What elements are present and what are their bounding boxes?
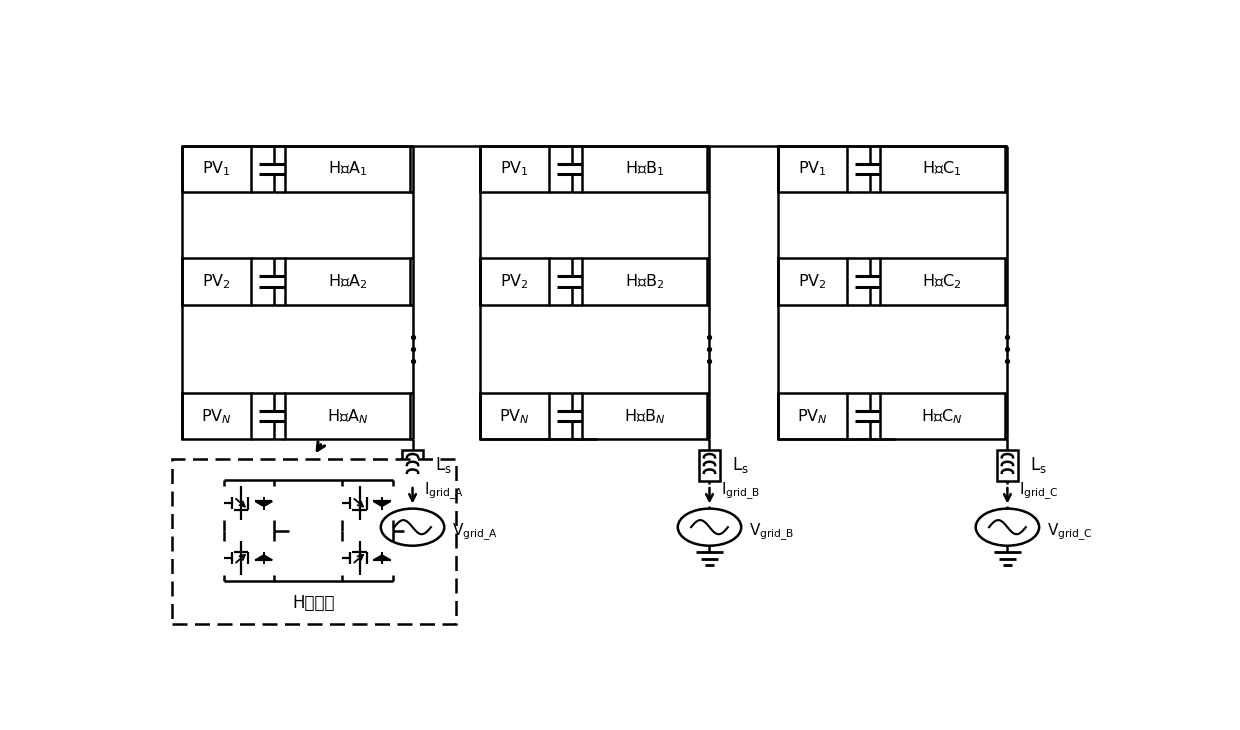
Text: H桥B$_2$: H桥B$_2$ — [625, 272, 663, 291]
Text: PV$_1$: PV$_1$ — [500, 160, 528, 178]
Text: PV$_2$: PV$_2$ — [799, 272, 827, 291]
Text: PV$_2$: PV$_2$ — [202, 272, 231, 291]
Text: PV$_2$: PV$_2$ — [500, 272, 528, 291]
Text: I$_{\rm grid\_A}$: I$_{\rm grid\_A}$ — [424, 481, 464, 502]
Text: PV$_N$: PV$_N$ — [498, 407, 529, 426]
Text: H桥B$_N$: H桥B$_N$ — [624, 407, 665, 426]
Bar — [777, 146, 847, 192]
Text: PV$_1$: PV$_1$ — [799, 160, 827, 178]
Text: H桥B$_1$: H桥B$_1$ — [625, 160, 663, 178]
Text: H桥C$_2$: H桥C$_2$ — [923, 272, 962, 291]
Text: H桥单元: H桥单元 — [293, 594, 335, 612]
Text: V$_{\rm grid\_B}$: V$_{\rm grid\_B}$ — [749, 522, 795, 543]
Text: H桥A$_N$: H桥A$_N$ — [326, 407, 368, 426]
Text: L$_\mathrm{s}$: L$_\mathrm{s}$ — [435, 455, 451, 475]
Bar — [182, 258, 250, 304]
Bar — [480, 258, 549, 304]
Polygon shape — [373, 502, 391, 507]
Text: PV$_N$: PV$_N$ — [201, 407, 232, 426]
Text: I$_{\rm grid\_C}$: I$_{\rm grid\_C}$ — [1019, 481, 1059, 502]
Bar — [879, 146, 1004, 192]
Bar — [402, 450, 423, 480]
Text: I$_{\rm grid\_B}$: I$_{\rm grid\_B}$ — [720, 481, 760, 502]
Bar — [582, 393, 707, 439]
Bar — [582, 258, 707, 304]
Bar — [777, 258, 847, 304]
Bar — [699, 450, 720, 480]
Bar — [285, 393, 409, 439]
Text: V$_{\rm grid\_A}$: V$_{\rm grid\_A}$ — [451, 522, 498, 543]
Text: H桥A$_1$: H桥A$_1$ — [327, 160, 367, 178]
Bar — [480, 393, 549, 439]
Bar — [285, 258, 409, 304]
Bar — [777, 393, 847, 439]
Bar — [172, 458, 456, 624]
Text: PV$_N$: PV$_N$ — [797, 407, 828, 426]
Text: L$_\mathrm{s}$: L$_\mathrm{s}$ — [732, 455, 749, 475]
Text: H桥A$_2$: H桥A$_2$ — [327, 272, 367, 291]
Bar — [997, 450, 1018, 480]
Bar — [480, 146, 549, 192]
Text: H桥C$_N$: H桥C$_N$ — [921, 407, 962, 426]
Text: L$_\mathrm{s}$: L$_\mathrm{s}$ — [1029, 455, 1047, 475]
Bar — [285, 146, 409, 192]
Polygon shape — [373, 555, 391, 560]
Polygon shape — [255, 555, 273, 560]
Bar — [582, 146, 707, 192]
Bar — [182, 146, 250, 192]
Bar — [879, 258, 1004, 304]
Bar — [879, 393, 1004, 439]
Text: PV$_1$: PV$_1$ — [202, 160, 231, 178]
Bar — [182, 393, 250, 439]
Polygon shape — [255, 502, 273, 507]
Text: H桥C$_1$: H桥C$_1$ — [923, 160, 962, 178]
Text: V$_{\rm grid\_C}$: V$_{\rm grid\_C}$ — [1047, 522, 1092, 543]
